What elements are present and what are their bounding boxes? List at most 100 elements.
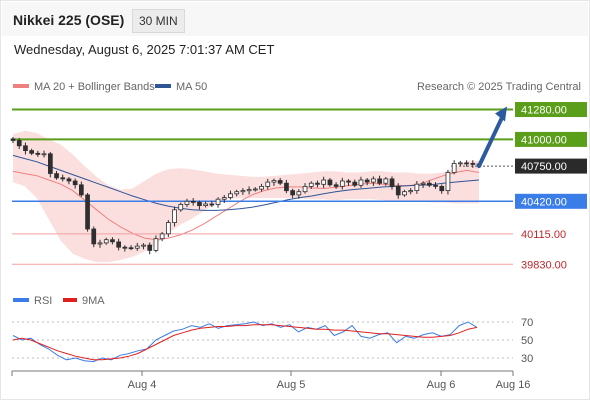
- ma20-legend-swatch: [13, 84, 29, 88]
- rsi-tick-label: 50: [521, 335, 533, 347]
- candle-body: [228, 193, 233, 198]
- candle-body: [252, 188, 258, 191]
- candle-body: [184, 200, 190, 205]
- level-value: 40420.00: [521, 196, 567, 208]
- rsi-legend-swatch: [13, 298, 29, 302]
- candle-body: [147, 244, 153, 251]
- ma20-legend-label: MA 20 + Bollinger Bands: [34, 81, 155, 93]
- candle: [358, 176, 364, 188]
- bollinger-band-area: [13, 130, 479, 263]
- candle: [271, 178, 277, 186]
- candle-body: [116, 241, 121, 248]
- level-value: 40750.00: [521, 161, 567, 173]
- candle: [389, 176, 395, 190]
- target-arrow-shaft: [477, 113, 505, 169]
- candle-body: [377, 178, 383, 184]
- candle-body: [426, 182, 432, 186]
- candle-body: [128, 247, 134, 250]
- candle-body: [395, 185, 401, 196]
- candle-body: [284, 182, 289, 192]
- candle-body: [315, 182, 320, 185]
- candle-body: [259, 185, 264, 190]
- candle-body: [327, 179, 333, 186]
- candle-body: [358, 179, 364, 186]
- timeframe-button[interactable]: 30 MIN: [132, 9, 185, 33]
- candle: [470, 160, 476, 168]
- level-label-41000.00: 41000.00: [515, 131, 587, 147]
- candle-body: [91, 228, 97, 245]
- candle-body: [97, 242, 103, 245]
- candle-body: [110, 239, 115, 243]
- candle: [377, 175, 383, 186]
- candle-body: [221, 197, 227, 200]
- rsi-legend-label: RSI: [34, 295, 52, 307]
- candle: [327, 178, 333, 187]
- candle: [445, 169, 451, 195]
- candle: [153, 235, 159, 253]
- candle: [221, 195, 227, 204]
- candle-body: [339, 180, 345, 187]
- candle: [240, 188, 246, 195]
- candle-body: [41, 153, 47, 156]
- candle: [10, 136, 16, 144]
- rsi-ma-legend-swatch: [63, 298, 77, 302]
- bollinger-bands: [13, 130, 479, 263]
- candle: [402, 189, 407, 197]
- candle-body: [296, 191, 302, 196]
- candle: [277, 177, 283, 186]
- candle-body: [364, 179, 370, 183]
- credit-label: Research © 2025 Trading Central: [417, 81, 581, 93]
- candle: [110, 237, 115, 245]
- level-value: 41280.00: [521, 105, 567, 117]
- candle: [72, 178, 78, 189]
- time-tick-label: Aug 6: [427, 379, 456, 391]
- candle: [308, 181, 314, 189]
- candle: [60, 174, 66, 182]
- ma20-line: [12, 169, 480, 241]
- candle: [364, 178, 370, 186]
- candle: [259, 183, 264, 192]
- candle: [265, 178, 271, 190]
- candle: [23, 142, 28, 155]
- candle-body: [308, 182, 314, 187]
- candle-body: [60, 177, 66, 180]
- ma50-line: [12, 154, 480, 211]
- candle-body: [402, 191, 407, 196]
- candle-body: [159, 233, 165, 240]
- candle: [333, 182, 339, 189]
- candle-body: [234, 191, 240, 195]
- candle: [197, 200, 202, 210]
- candle-body: [383, 178, 389, 184]
- candle-body: [23, 145, 28, 152]
- level-value: 39830.00: [521, 259, 567, 271]
- candle: [97, 239, 103, 248]
- candle: [41, 150, 47, 158]
- candle: [395, 183, 401, 199]
- candle-body: [408, 190, 414, 193]
- level-badge: [515, 158, 587, 174]
- time-tick-label: Aug 4: [128, 379, 157, 391]
- candle: [296, 189, 302, 199]
- candle-body: [464, 162, 469, 165]
- candle-body: [290, 190, 296, 196]
- candle-body: [29, 150, 35, 154]
- candle-body: [190, 200, 196, 203]
- candle-body: [85, 194, 90, 230]
- level-label-40750.00: 40750.00: [515, 158, 587, 174]
- candle-body: [35, 152, 41, 155]
- candle-body: [197, 201, 202, 206]
- time-tick-label: Aug 16: [496, 379, 531, 391]
- level-badge: [515, 102, 587, 118]
- candle: [339, 177, 345, 190]
- level-label-40420.00: 40420.00: [515, 193, 587, 209]
- candle: [414, 181, 420, 194]
- candle-body: [48, 153, 53, 174]
- candle: [172, 206, 177, 227]
- candle-body: [352, 181, 358, 186]
- candle-body: [134, 245, 140, 249]
- candle: [246, 186, 252, 195]
- candle-body: [389, 178, 395, 187]
- candle: [433, 182, 438, 189]
- rsi-panel: 70 50 30: [12, 317, 533, 365]
